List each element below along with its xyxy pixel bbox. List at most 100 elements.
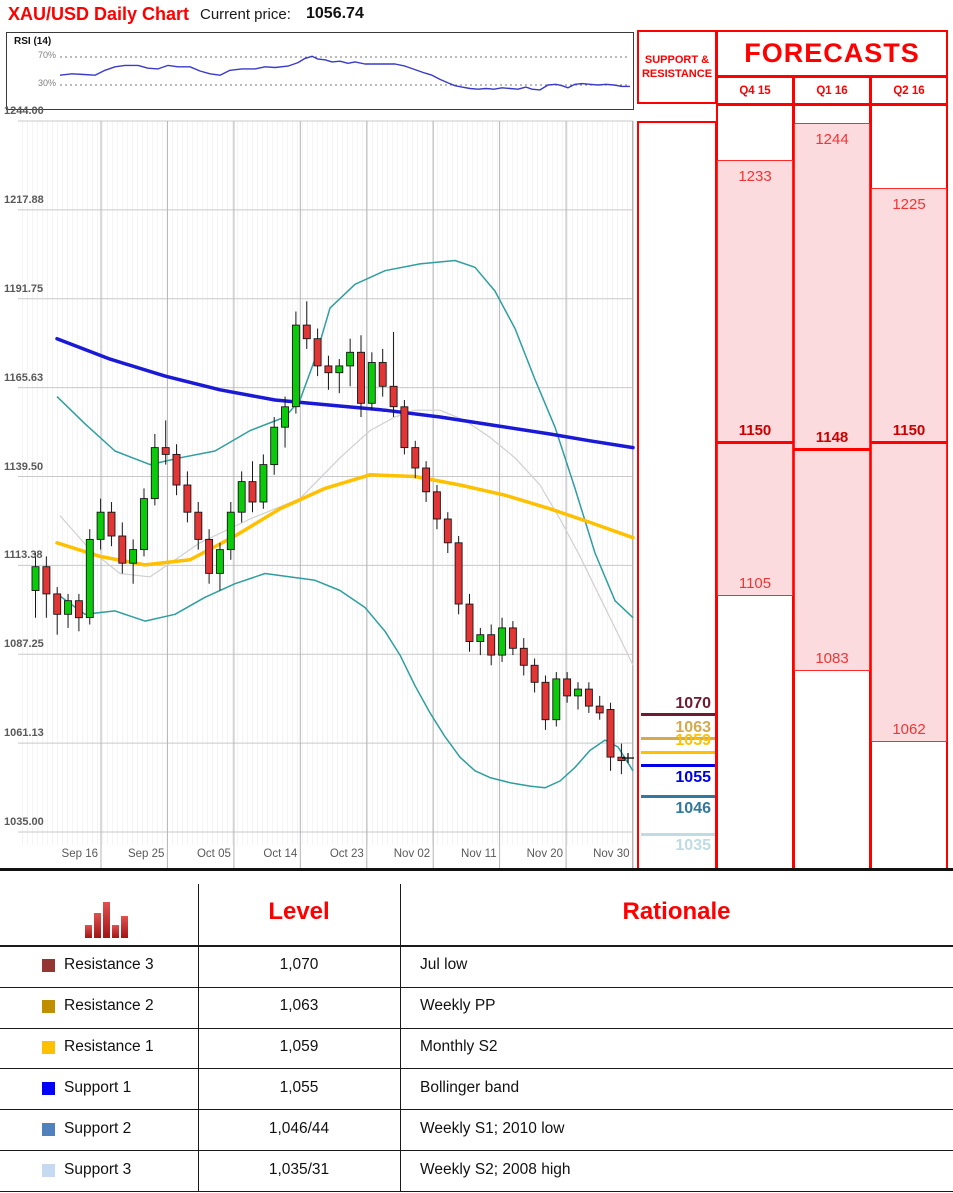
forecast-low-label: 1083 <box>815 649 849 667</box>
forecast-column-2: 1244 1083 1148 <box>793 104 871 870</box>
table-header-level: Level <box>268 898 330 925</box>
table-row-divider <box>0 1150 953 1152</box>
table-row: Resistance 2 1,063 Weekly PP <box>0 987 953 1028</box>
sr-level-line-1055 <box>641 764 715 768</box>
level-swatch <box>42 1163 55 1177</box>
forecast-column-3: 1225 1062 1150 <box>870 104 948 870</box>
x-axis-tick: Oct 14 <box>263 848 298 860</box>
sr-header-line2: RESISTANCE <box>641 68 713 80</box>
level-name: Support 1 <box>64 1078 132 1096</box>
forecast-target-label: 1148 <box>815 428 849 446</box>
level-swatch <box>42 1041 55 1055</box>
forecast-target-label: 1150 <box>738 421 772 439</box>
level-swatch <box>42 1122 55 1136</box>
y-axis-tick: 1087.25 <box>4 638 44 651</box>
forecast-range-box: 1225 1062 <box>871 187 947 743</box>
sr-level-line-1059 <box>641 750 715 754</box>
level-rationale: Weekly S2; 2008 high <box>420 1160 571 1178</box>
x-axis-tick: Sep 16 <box>61 848 98 860</box>
y-axis-tick: 1113.38 <box>4 549 43 562</box>
page-title: XAU/USD Daily Chart <box>8 4 190 24</box>
sr-level-line-1046 <box>641 795 715 799</box>
forecast-target-line <box>871 441 947 445</box>
forecast-high-label: 1225 <box>892 195 926 213</box>
x-axis-tick: Oct 05 <box>196 848 231 860</box>
sr-level-line-1063 <box>641 737 715 741</box>
x-axis-tick: Nov 20 <box>526 848 564 860</box>
level-swatch <box>42 1000 55 1014</box>
x-axis-tick: Oct 23 <box>329 848 364 860</box>
forecast-quarter-header-2: Q1 16 <box>793 76 871 105</box>
y-axis-tick: 1061.13 <box>4 727 44 740</box>
support-resistance-header: SUPPORT & RESISTANCE <box>637 30 717 104</box>
table-header-rule <box>0 945 953 947</box>
level-value: 1,063 <box>279 997 319 1015</box>
sr-level-label-1070: 1070 <box>675 694 711 712</box>
sr-header-line1: SUPPORT & <box>644 54 710 66</box>
level-rationale: Bollinger band <box>420 1078 520 1096</box>
y-axis-tick: 1139.50 <box>4 460 44 473</box>
table-row: Resistance 1 1,059 Monthly S2 <box>0 1028 953 1069</box>
x-axis-tick: Nov 11 <box>461 848 497 860</box>
table-row-divider <box>0 1109 953 1111</box>
sr-level-line-1070 <box>641 713 715 717</box>
forecast-high-label: 1233 <box>738 168 772 186</box>
forecast-range-box: 1233 1105 <box>717 160 793 596</box>
sr-level-line-1035 <box>641 832 715 836</box>
level-value: 1,059 <box>279 1038 319 1056</box>
table-row-divider <box>0 1068 953 1070</box>
table-row-divider <box>0 986 953 988</box>
level-rationale: Weekly S1; 2010 low <box>420 1119 565 1137</box>
forecast-target-label: 1150 <box>892 421 926 439</box>
rsi-indicator-label: RSI (14) <box>14 36 52 47</box>
current-price-value: 1056.74 <box>306 5 364 22</box>
y-axis-tick: 1191.75 <box>4 282 44 295</box>
x-axis-tick: Nov 30 <box>593 848 630 860</box>
sr-level-label-1059: 1059 <box>675 732 711 750</box>
y-axis-tick: 1217.88 <box>4 193 44 206</box>
level-value: 1,046/44 <box>268 1119 330 1137</box>
forecast-high-label: 1244 <box>815 131 849 148</box>
level-value: 1,055 <box>279 1078 319 1096</box>
forecasts-title: FORECASTS <box>716 30 948 77</box>
level-name: Resistance 3 <box>64 956 154 974</box>
forecast-target-line <box>794 448 870 452</box>
forecast-target-line <box>717 441 793 445</box>
table-divider-2 <box>400 884 401 1191</box>
forecast-low-label: 1105 <box>738 574 772 592</box>
sr-level-label-1035: 1035 <box>675 837 711 854</box>
level-name: Support 3 <box>64 1160 132 1178</box>
x-axis-tick: Nov 02 <box>393 848 431 860</box>
forecast-quarter-header-1: Q4 15 <box>716 76 794 105</box>
plot-background <box>18 121 633 845</box>
forecast-column-1: 1233 1105 1150 <box>716 104 794 870</box>
table-row: Support 1 1,055 Bollinger band <box>0 1068 953 1109</box>
level-value: 1,070 <box>279 956 319 974</box>
sr-level-label-1063: 1063 <box>675 718 711 736</box>
rsi-oversold-label: 30% <box>37 78 56 88</box>
forecast-low-label: 1062 <box>892 721 926 739</box>
forecast-range-box: 1244 1083 <box>794 123 870 671</box>
sr-level-label-1046: 1046 <box>675 799 711 817</box>
table-divider-1 <box>198 884 199 1191</box>
y-axis-tick: 1035.00 <box>4 816 44 828</box>
y-axis-tick: 1165.63 <box>4 371 44 384</box>
support-resistance-panel: 1070 1063 1059 1055 1046 1035 <box>637 121 717 870</box>
current-price-label: Current price: <box>200 6 291 23</box>
level-rationale: Jul low <box>420 956 468 974</box>
x-axis-tick: Sep 25 <box>127 848 165 860</box>
table-row-divider <box>0 1027 953 1029</box>
level-swatch <box>42 959 55 973</box>
level-name: Resistance 1 <box>64 1038 154 1056</box>
level-name: Resistance 2 <box>64 997 154 1015</box>
level-name: Support 2 <box>64 1119 132 1137</box>
level-value: 1,035/31 <box>268 1160 330 1178</box>
table-row: Resistance 3 1,070 Jul low <box>0 946 953 987</box>
table-header-rationale: Rationale <box>622 898 731 925</box>
bar-chart-icon <box>85 902 128 938</box>
table-row: Support 3 1,035/31 Weekly S2; 2008 high <box>0 1150 953 1191</box>
level-swatch <box>42 1081 55 1095</box>
sr-level-label-1055: 1055 <box>675 768 711 786</box>
table-row-divider <box>0 1190 953 1192</box>
